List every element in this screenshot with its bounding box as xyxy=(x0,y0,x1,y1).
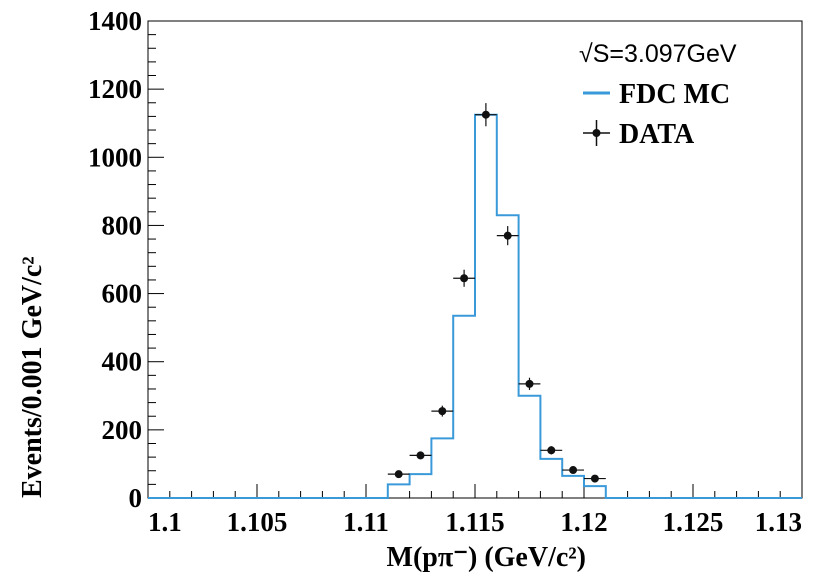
legend: √S=3.097GeV FDC MC DATA xyxy=(579,40,737,150)
legend-header: √S=3.097GeV xyxy=(579,40,737,68)
data-point xyxy=(409,451,432,460)
data-point-marker xyxy=(481,110,490,119)
data-point xyxy=(453,269,475,287)
x-axis-title: M(pπ⁻) (GeV/c²) xyxy=(387,542,586,573)
x-tick-label: 1.12 xyxy=(560,507,607,537)
y-tick-label: 400 xyxy=(102,347,143,377)
data-point-marker xyxy=(460,274,469,283)
x-tick-label: 1.13 xyxy=(755,507,802,537)
y-tick-label: 1200 xyxy=(88,74,142,104)
x-tick-label: 1.115 xyxy=(445,507,504,537)
y-tick-label: 800 xyxy=(102,210,143,240)
data-point-marker xyxy=(503,231,512,240)
y-tick-label: 1400 xyxy=(88,6,142,36)
data-point-marker xyxy=(416,451,425,460)
data-point-marker xyxy=(547,446,556,455)
data-point xyxy=(475,103,497,127)
x-tick-label: 1.1 xyxy=(148,507,182,537)
mc-histogram xyxy=(148,113,802,499)
data-point-marker xyxy=(438,407,447,416)
x-axis-ticks: 1.1 1.105 1.11 1.115 1.12 1.125 1.13 xyxy=(147,484,803,537)
legend-swatch-data-marker xyxy=(592,129,601,137)
mc-step-line xyxy=(148,113,802,499)
x-tick-label: 1.105 xyxy=(227,507,288,537)
data-point xyxy=(562,466,584,475)
y-tick-label: 600 xyxy=(102,279,143,309)
y-axis-ticks: 0 200 400 600 800 1000 1200 1400 xyxy=(88,6,164,513)
data-point-marker xyxy=(394,470,403,479)
data-point xyxy=(540,446,563,455)
y-tick-label: 0 xyxy=(129,483,143,513)
data-point-marker xyxy=(569,466,578,475)
legend-label-data: DATA xyxy=(619,119,695,150)
x-tick-label: 1.125 xyxy=(663,507,724,537)
data-point xyxy=(431,405,454,417)
y-axis-title: Events/0.001 GeV/c² xyxy=(17,256,48,498)
data-point-marker xyxy=(525,379,534,388)
y-tick-label: 1000 xyxy=(88,142,142,172)
data-points xyxy=(387,103,606,483)
y-tick-label: 200 xyxy=(102,415,143,445)
legend-label-fdc-mc: FDC MC xyxy=(619,79,730,110)
data-point xyxy=(518,377,541,390)
data-point xyxy=(387,470,410,479)
data-point xyxy=(584,474,606,483)
data-point-marker xyxy=(590,474,599,483)
x-tick-label: 1.11 xyxy=(343,507,389,537)
data-point xyxy=(496,226,519,246)
